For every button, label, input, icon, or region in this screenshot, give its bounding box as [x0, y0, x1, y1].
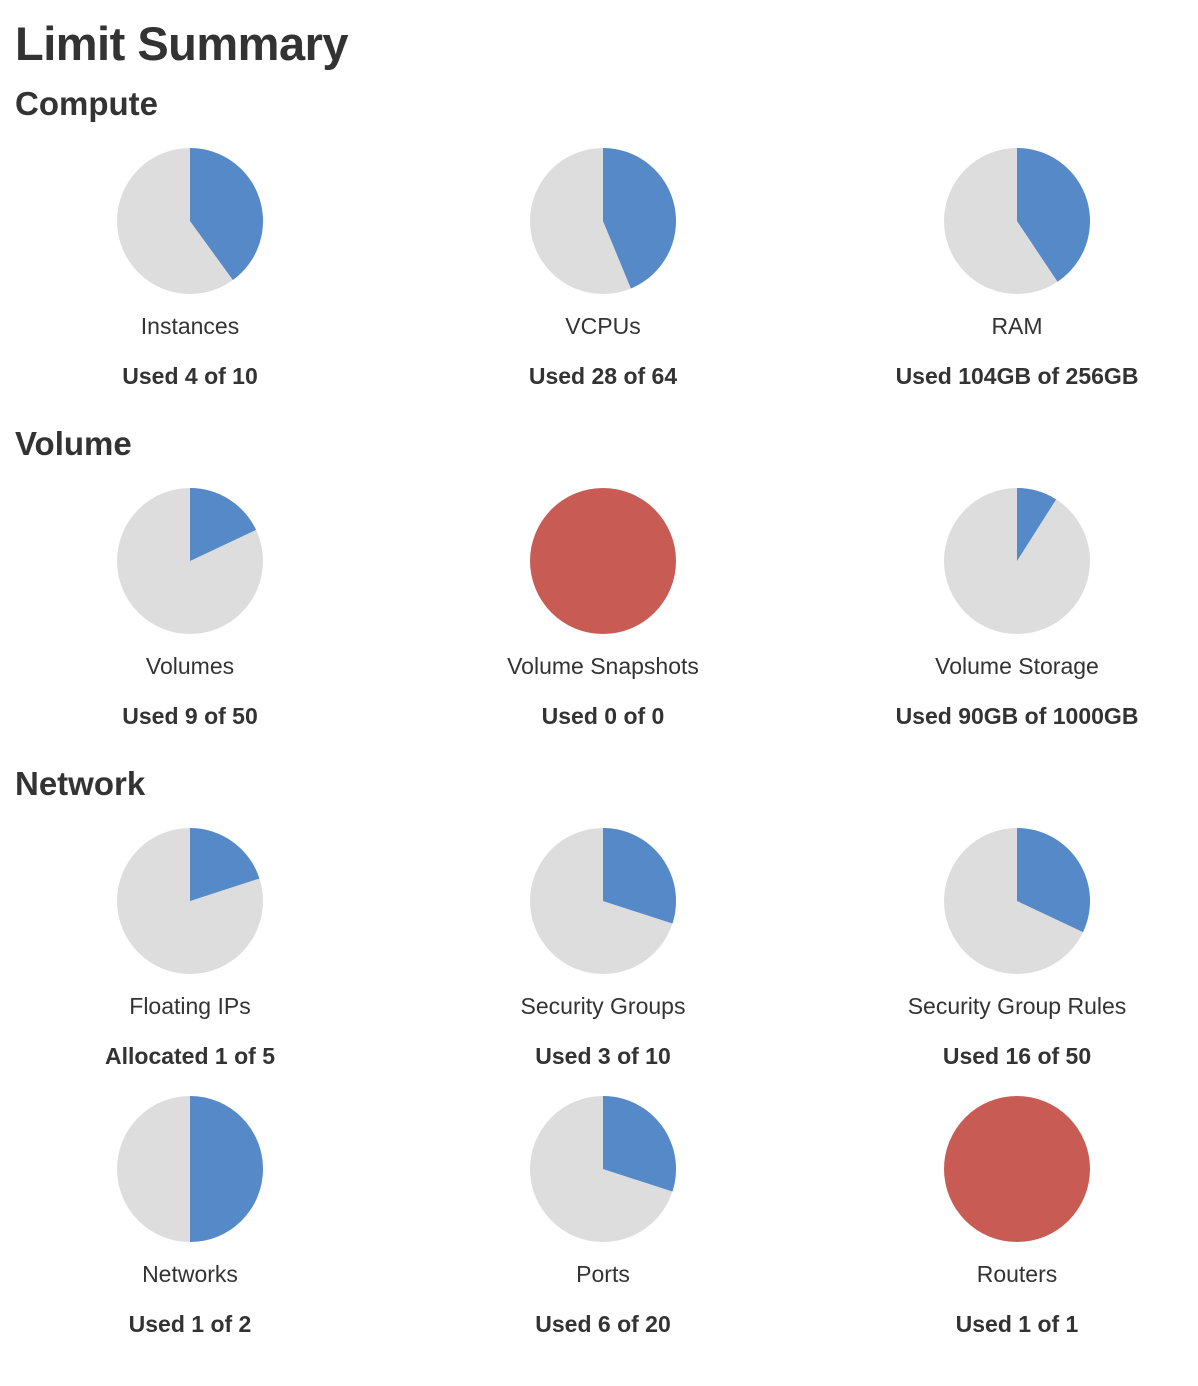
quota-floating-ips: Floating IPs Allocated 1 of 5: [0, 827, 380, 1097]
quota-label: Ports: [576, 1261, 630, 1287]
usage-pie-chart: [117, 828, 263, 974]
usage-pie-chart: [530, 1096, 677, 1242]
usage-pie-chart: [117, 1096, 263, 1242]
usage-pie-chart: [944, 488, 1090, 634]
usage-pie-chart: [944, 828, 1090, 974]
quota-instances: Instances Used 4 of 10: [0, 147, 380, 417]
quota-usage-text: Used 16 of 50: [942, 1043, 1092, 1069]
quota-label: Volume Snapshots: [507, 653, 699, 679]
quota-usage-text: Used 9 of 50: [122, 703, 258, 729]
quota-routers: Routers Used 1 of 1: [827, 1095, 1198, 1365]
pie-used-slice: [603, 1096, 677, 1192]
quota-label: VCPUs: [565, 313, 641, 339]
quota-usage-text: Used 28 of 64: [528, 363, 678, 389]
pie-used-slice: [1017, 488, 1057, 561]
pie-used-slice: [603, 148, 676, 289]
quota-label: Volumes: [145, 653, 235, 679]
quota-vcpus: VCPUs Used 28 of 64: [413, 147, 793, 417]
usage-pie-chart: [530, 148, 676, 294]
usage-pie-chart: [530, 488, 676, 634]
quota-label: Routers: [976, 1261, 1058, 1287]
quota-usage-text: Used 0 of 0: [541, 703, 665, 729]
quota-usage-text: Used 6 of 20: [535, 1311, 671, 1337]
pie-used-slice: [944, 1096, 1090, 1242]
quota-volumes: Volumes Used 9 of 50: [0, 487, 380, 757]
quota-label: Volume Storage: [935, 653, 1099, 679]
quota-volume-storage: Volume Storage Used 90GB of 1000GB: [827, 487, 1198, 757]
pie-used-slice: [1017, 828, 1090, 933]
pie-used-slice: [190, 488, 257, 561]
page-title: Limit Summary: [15, 17, 349, 70]
quota-label: RAM: [991, 313, 1043, 339]
section-title-network: Network: [15, 765, 146, 802]
quota-label: Security Groups: [520, 993, 686, 1019]
quota-volume-snapshots: Volume Snapshots Used 0 of 0: [413, 487, 793, 757]
quota-usage-text: Used 3 of 10: [535, 1043, 671, 1069]
quota-security-groups: Security Groups Used 3 of 10: [413, 827, 793, 1097]
quota-networks: Networks Used 1 of 2: [0, 1095, 380, 1365]
usage-pie-chart: [117, 488, 263, 634]
pie-used-slice: [190, 148, 264, 281]
usage-pie-chart: [944, 1096, 1090, 1242]
quota-usage-text: Used 90GB of 1000GB: [895, 703, 1139, 729]
pie-used-slice: [190, 1096, 263, 1242]
usage-pie-chart: [530, 828, 677, 974]
pie-used-slice: [1017, 148, 1091, 282]
quota-label: Instances: [140, 313, 240, 339]
quota-label: Networks: [142, 1261, 238, 1287]
quota-label: Security Group Rules: [907, 993, 1127, 1019]
usage-pie-chart: [117, 148, 264, 294]
pie-used-slice: [530, 488, 676, 634]
quota-ports: Ports Used 6 of 20: [413, 1095, 793, 1365]
quota-usage-text: Used 4 of 10: [122, 363, 258, 389]
section-title-compute: Compute: [15, 85, 158, 122]
quota-security-group-rules: Security Group Rules Used 16 of 50: [827, 827, 1198, 1097]
pie-used-slice: [603, 828, 677, 924]
quota-usage-text: Used 104GB of 256GB: [895, 363, 1139, 389]
quota-usage-text: Allocated 1 of 5: [105, 1043, 275, 1069]
quota-usage-text: Used 1 of 2: [128, 1311, 252, 1337]
quota-label: Floating IPs: [129, 993, 251, 1019]
quota-usage-text: Used 1 of 1: [955, 1311, 1079, 1337]
usage-pie-chart: [944, 148, 1091, 294]
section-title-volume: Volume: [15, 425, 132, 462]
quota-ram: RAM Used 104GB of 256GB: [827, 147, 1198, 417]
pie-used-slice: [190, 828, 260, 901]
